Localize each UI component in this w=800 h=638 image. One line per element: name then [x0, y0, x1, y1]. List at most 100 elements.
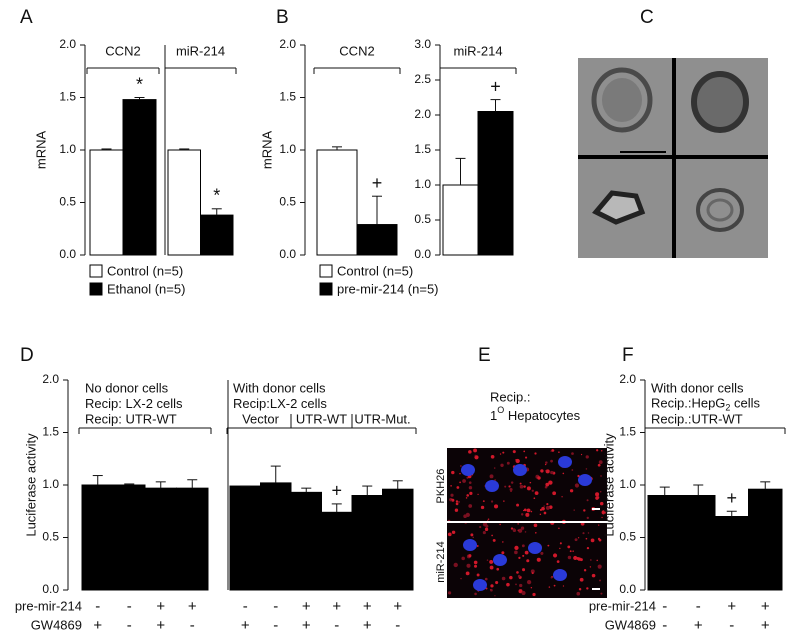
signal-dot [577, 474, 580, 478]
signal-dot [558, 527, 560, 530]
error-bar [455, 157, 466, 185]
signal-dot [500, 463, 504, 467]
y-tick-label: 0.5 [59, 195, 76, 209]
error-bar [693, 484, 704, 496]
signal-dot [482, 500, 485, 503]
signal-dot [486, 559, 489, 561]
signal-dot [494, 595, 496, 597]
signal-dot [597, 564, 602, 569]
treatment-sign: + [694, 617, 703, 634]
treatment-label: pre-mir-214 [589, 598, 656, 613]
significance-marker: + [490, 76, 501, 96]
signal-dot [533, 523, 538, 528]
image-label: PKH26 [435, 469, 447, 504]
y-tick-label: 0.5 [42, 530, 59, 544]
error-bar [179, 148, 190, 150]
signal-dot [515, 583, 517, 586]
signal-dot [520, 513, 524, 516]
error-bar [92, 475, 103, 485]
signal-dot [510, 490, 512, 493]
signal-dot [463, 514, 467, 519]
signal-dot [556, 560, 560, 564]
bar [89, 149, 124, 256]
signal-dot [540, 469, 544, 473]
bar [200, 214, 234, 256]
significance-marker: + [726, 488, 737, 508]
signal-dot [553, 584, 556, 587]
signal-dot [499, 453, 502, 455]
signal-dot [545, 469, 550, 474]
signal-dot [526, 508, 531, 513]
signal-dot [545, 461, 548, 464]
y-tick-label: 3.0 [414, 37, 431, 51]
signal-dot [552, 491, 557, 496]
panel-label: C [640, 7, 654, 28]
signal-dot [599, 501, 604, 506]
bar [316, 149, 358, 256]
bar [356, 224, 398, 256]
signal-dot [493, 467, 496, 469]
treatment-sign: - [127, 617, 132, 634]
group-label: miR-214 [453, 43, 502, 58]
signal-dot [482, 522, 488, 527]
signal-dot [550, 470, 554, 475]
treatment-sign: - [334, 617, 339, 634]
error-bar [155, 481, 166, 489]
signal-dot [525, 512, 530, 517]
signal-dot [572, 550, 574, 552]
nucleus [558, 456, 572, 468]
signal-dot [459, 465, 462, 467]
signal-dot [494, 479, 496, 481]
treatment-sign: + [727, 598, 736, 615]
signal-dot [530, 569, 535, 574]
signal-dot [518, 528, 523, 533]
bar [260, 482, 292, 591]
signal-dot [537, 476, 541, 480]
bar [167, 149, 201, 256]
treatment-sign: + [363, 617, 372, 634]
signal-dot [474, 454, 477, 457]
signal-dot [567, 555, 572, 560]
signal-dot [510, 527, 514, 530]
panel-label: D [20, 345, 34, 366]
signal-dot [532, 592, 536, 597]
signal-dot [587, 532, 590, 534]
signal-dot [585, 468, 588, 470]
signal-dot [513, 528, 516, 531]
signal-dot [508, 485, 511, 488]
signal-dot [468, 481, 472, 485]
signal-dot [531, 489, 534, 492]
signal-dot [518, 589, 523, 594]
group-label: miR-214 [176, 43, 225, 58]
legend-label: Ethanol (n=5) [107, 281, 185, 296]
header-text-part: cells [730, 396, 760, 411]
bar [176, 487, 209, 591]
y-tick-label: 2.0 [279, 37, 296, 51]
signal-dot [598, 538, 602, 542]
signal-dot [585, 537, 588, 540]
y-axis-label: mRNA [33, 131, 48, 170]
header-text-part: Recip.:HepG [651, 396, 725, 411]
signal-dot [519, 484, 524, 489]
signal-dot [522, 509, 525, 512]
signal-dot [486, 519, 489, 522]
group-label: UTR-WT [296, 411, 347, 426]
signal-dot [490, 588, 493, 592]
header-text: With donor cells [233, 380, 326, 395]
signal-dot [545, 482, 550, 487]
error-bar [101, 148, 112, 150]
signal-dot [545, 505, 550, 510]
y-axis-label: Luciferase activity [601, 433, 616, 537]
signal-dot [573, 509, 575, 511]
signal-dot [517, 523, 519, 525]
signal-dot [489, 565, 494, 570]
signal-dot [519, 482, 522, 485]
image-caption: 1O Hepatocytes [490, 405, 581, 423]
signal-dot [548, 505, 553, 509]
treatment-sign: + [188, 598, 197, 615]
bar [477, 111, 514, 256]
signal-dot [547, 544, 550, 547]
nucleus [485, 480, 499, 492]
signal-dot [577, 557, 581, 561]
bar [382, 488, 414, 591]
